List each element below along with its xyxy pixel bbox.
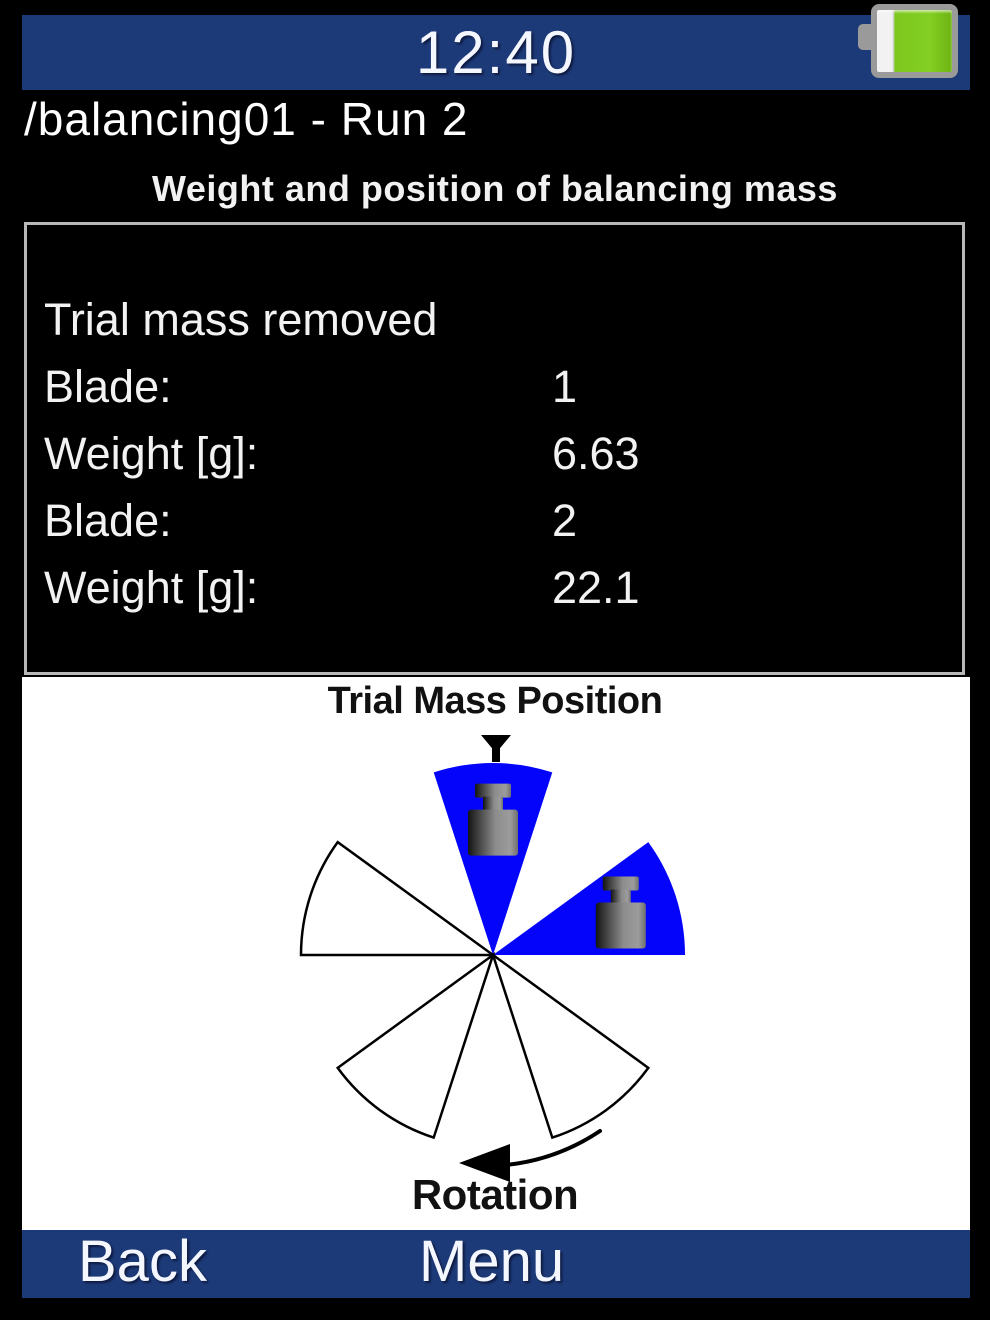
clock-time: 12:40 (415, 19, 577, 86)
status-bar: 12:40 (22, 15, 970, 90)
softkey-bar (22, 1230, 970, 1298)
page-subtitle: Weight and position of balancing mass (152, 168, 838, 209)
row-label: Weight [g]: (44, 428, 259, 479)
results-panel: Trial mass removed Blade: 1 Weight [g]: … (24, 222, 965, 675)
battery-level-fill (871, 4, 958, 78)
row-label: Blade: (44, 361, 172, 412)
diagram-area (22, 677, 970, 1230)
row-value: 2 (552, 495, 578, 546)
page-title: /balancing01 - Run 2 (24, 93, 469, 145)
row-value: 6.63 (552, 428, 640, 479)
rotation-label: Rotation (411, 1171, 579, 1218)
menu-button[interactable]: Menu (419, 1229, 565, 1294)
battery-icon (858, 4, 958, 78)
trial-mass-position-label: Trial Mass Position (327, 680, 663, 722)
status-text: Trial mass removed (44, 294, 438, 345)
row-label: Blade: (44, 495, 172, 546)
row-value: 22.1 (552, 562, 640, 613)
row-value: 1 (552, 361, 578, 412)
back-button[interactable]: Back (78, 1229, 207, 1294)
row-label: Weight [g]: (44, 562, 259, 613)
battery-terminal (858, 24, 873, 50)
